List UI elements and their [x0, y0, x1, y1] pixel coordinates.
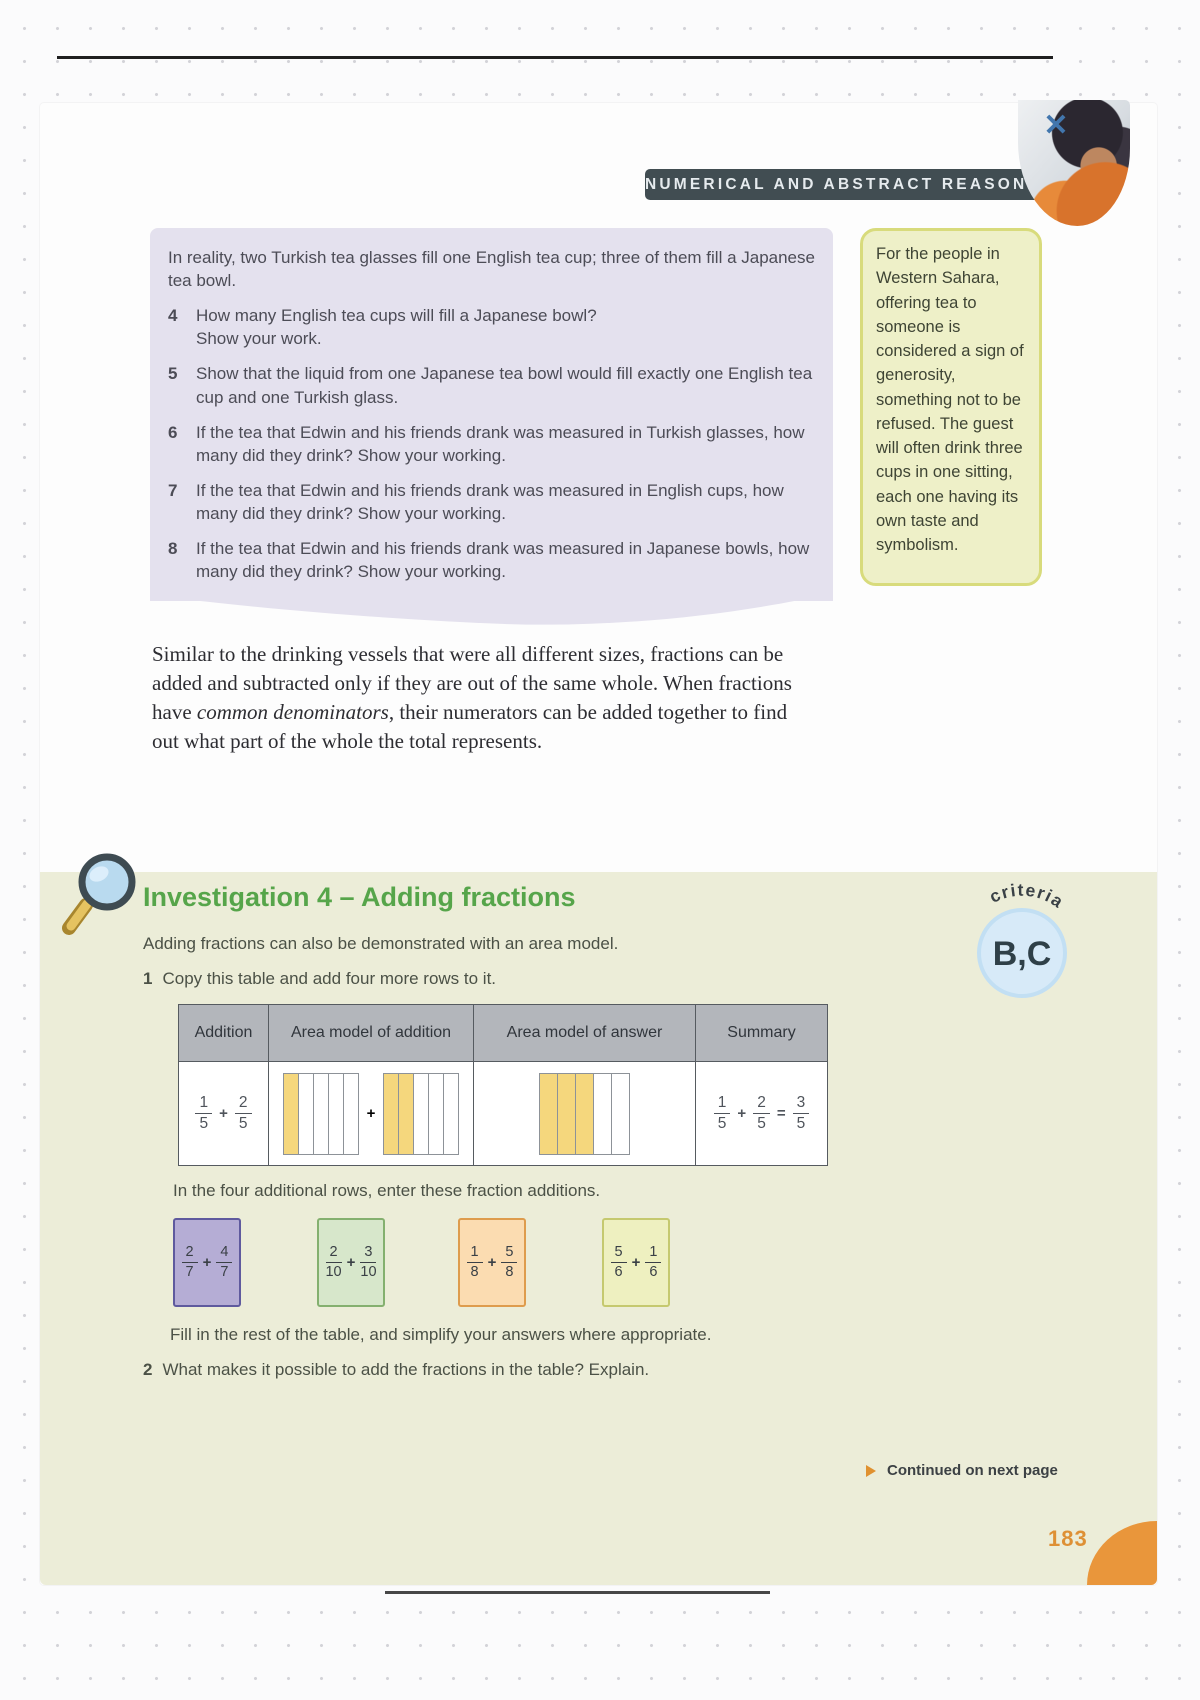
tea-questions-box: In reality, two Turkish tea glasses fill…	[150, 228, 833, 602]
additional-rows-intro: In the four additional rows, enter these…	[173, 1181, 601, 1200]
criteria-value: B,C	[993, 935, 1052, 973]
question-item: 8 If the tea that Edwin and his friends …	[168, 537, 815, 583]
close-icon[interactable]: ✕	[1043, 109, 1069, 142]
step-text: Copy this table and add four more rows t…	[162, 969, 497, 988]
continued-label: Continued on next page	[887, 1462, 1058, 1479]
criteria-badge: criteria B,C	[977, 880, 1068, 998]
fraction: 2 10	[325, 1243, 342, 1280]
page-corner-decoration	[1087, 1521, 1157, 1585]
tea-box-wave-edge	[150, 584, 833, 625]
paragraph-text: Similar to the drinking vessels that wer…	[152, 642, 792, 724]
question-item: 5 Show that the liquid from one Japanese…	[168, 362, 815, 408]
investigation-title: Investigation 4 – Adding fractions	[143, 882, 576, 912]
empty-strip	[442, 1072, 459, 1155]
question-text: Show that the liquid from one Japanese t…	[196, 364, 813, 407]
question-number: 6	[168, 422, 178, 442]
step-text: What makes it possible to add the fracti…	[162, 1360, 650, 1379]
cultural-fact-box: For the people in Western Sahara, offeri…	[860, 228, 1042, 586]
question-text: If the tea that Edwin and his friends dr…	[196, 480, 784, 523]
empty-strip	[342, 1072, 359, 1155]
empty-strip	[312, 1072, 329, 1155]
continued-on-next-page: Continued on next page	[866, 1462, 1058, 1479]
bottom-divider-line	[385, 1591, 770, 1594]
arrow-right-icon	[866, 1464, 876, 1477]
empty-strip	[327, 1072, 344, 1155]
empty-strip	[592, 1072, 612, 1155]
table-header-area-model-addition: Area model of addition	[269, 1005, 474, 1062]
question-text: If the tea that Edwin and his friends dr…	[196, 539, 810, 582]
step-number: 1	[143, 969, 153, 988]
magnifier-icon	[62, 853, 136, 935]
question-item: 7 If the tea that Edwin and his friends …	[168, 479, 815, 525]
top-divider-line	[57, 56, 1053, 59]
fill-table-instruction: Fill in the rest of the table, and simpl…	[170, 1325, 712, 1344]
page-number: 183	[1048, 1526, 1088, 1551]
question-text: How many English tea cups will fill a Ja…	[196, 306, 597, 349]
addition-table: Addition Area model of addition Area mod…	[178, 1004, 828, 1166]
area-model	[383, 1072, 459, 1155]
cultural-fact-text: For the people in Western Sahara, offeri…	[876, 245, 1024, 554]
step-2: 2 What makes it possible to add the frac…	[143, 1360, 649, 1380]
empty-strip	[427, 1072, 444, 1155]
chapter-banner: NUMERICAL AND ABSTRACT REASONING	[645, 169, 1063, 200]
question-number: 7	[168, 480, 178, 500]
fraction-card: 2 10 + 3 10	[317, 1218, 385, 1307]
paragraph-italic-term: common denominators	[196, 699, 389, 724]
fraction: 3 10	[360, 1243, 377, 1280]
table-cell-area-model-addition: +	[269, 1062, 474, 1165]
tea-intro-text: In reality, two Turkish tea glasses fill…	[168, 248, 815, 291]
step-number: 2	[143, 1360, 153, 1379]
empty-strip	[298, 1072, 315, 1155]
question-text: If the tea that Edwin and his friends dr…	[196, 422, 805, 465]
table-cell-area-model-answer	[474, 1062, 696, 1165]
shaded-strip	[575, 1072, 594, 1155]
investigation-intro: Adding fractions can also be demonstrate…	[143, 934, 619, 953]
question-item: 6 If the tea that Edwin and his friends …	[168, 421, 815, 467]
paragraph-text: , their numerators can be added together…	[152, 699, 788, 753]
question-number: 4	[168, 306, 178, 326]
area-model	[539, 1072, 630, 1155]
question-number: 8	[168, 539, 178, 559]
shaded-strip	[539, 1072, 559, 1155]
table-header-summary: Summary	[696, 1005, 827, 1062]
svg-text:criteria: criteria	[986, 880, 1068, 913]
shaded-strip	[283, 1072, 300, 1155]
table-header-addition: Addition	[179, 1005, 269, 1062]
step-1: 1 Copy this table and add four more rows…	[143, 969, 496, 989]
empty-strip	[610, 1072, 630, 1155]
shaded-strip	[383, 1072, 400, 1155]
area-model	[283, 1072, 359, 1155]
question-item: 4 How many English tea cups will fill a …	[168, 304, 815, 350]
shaded-strip	[398, 1072, 415, 1155]
criteria-arc-label: criteria	[986, 880, 1066, 913]
shaded-strip	[557, 1072, 577, 1155]
table-header-area-model-answer: Area model of answer	[474, 1005, 696, 1062]
question-number: 5	[168, 364, 178, 384]
empty-strip	[413, 1072, 429, 1155]
fractions-paragraph: Similar to the drinking vessels that wer…	[152, 640, 802, 756]
